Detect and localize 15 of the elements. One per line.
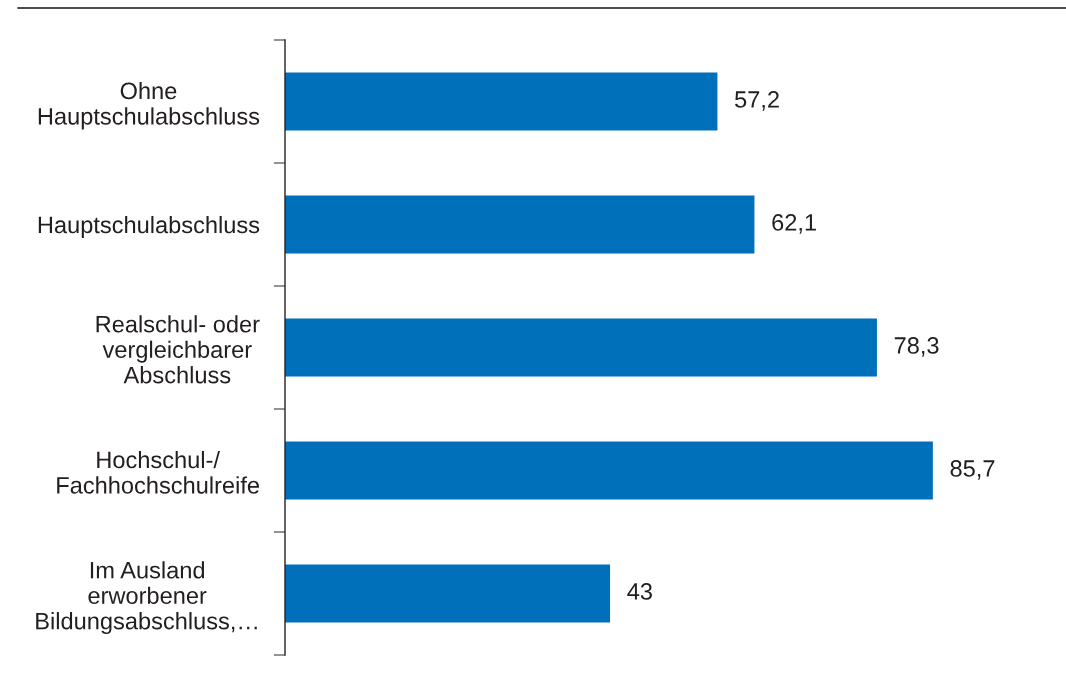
data-label: 62,1 — [772, 214, 816, 234]
bar — [285, 72, 718, 131]
data-label: 85,7 — [950, 460, 995, 480]
bar — [285, 195, 755, 254]
bar — [285, 441, 933, 500]
y-tick-label: Realschul- oder vergleichbarer Abschluss — [96, 315, 260, 384]
bar — [285, 564, 611, 623]
data-label: 43 — [627, 583, 652, 600]
y-tick-label: Hauptschulabschluss — [38, 215, 260, 238]
data-label: 78,3 — [894, 337, 939, 357]
y-tick-label: Hochschul-/ Fachhochschulreife — [57, 450, 259, 494]
data-label: 57,2 — [735, 91, 779, 111]
y-tick-label: Im Ausland erworbener Bildungsabschluss,… — [36, 561, 257, 635]
y-tick-label: Ohne Hauptschulabschluss — [38, 81, 260, 130]
bar — [285, 318, 877, 377]
